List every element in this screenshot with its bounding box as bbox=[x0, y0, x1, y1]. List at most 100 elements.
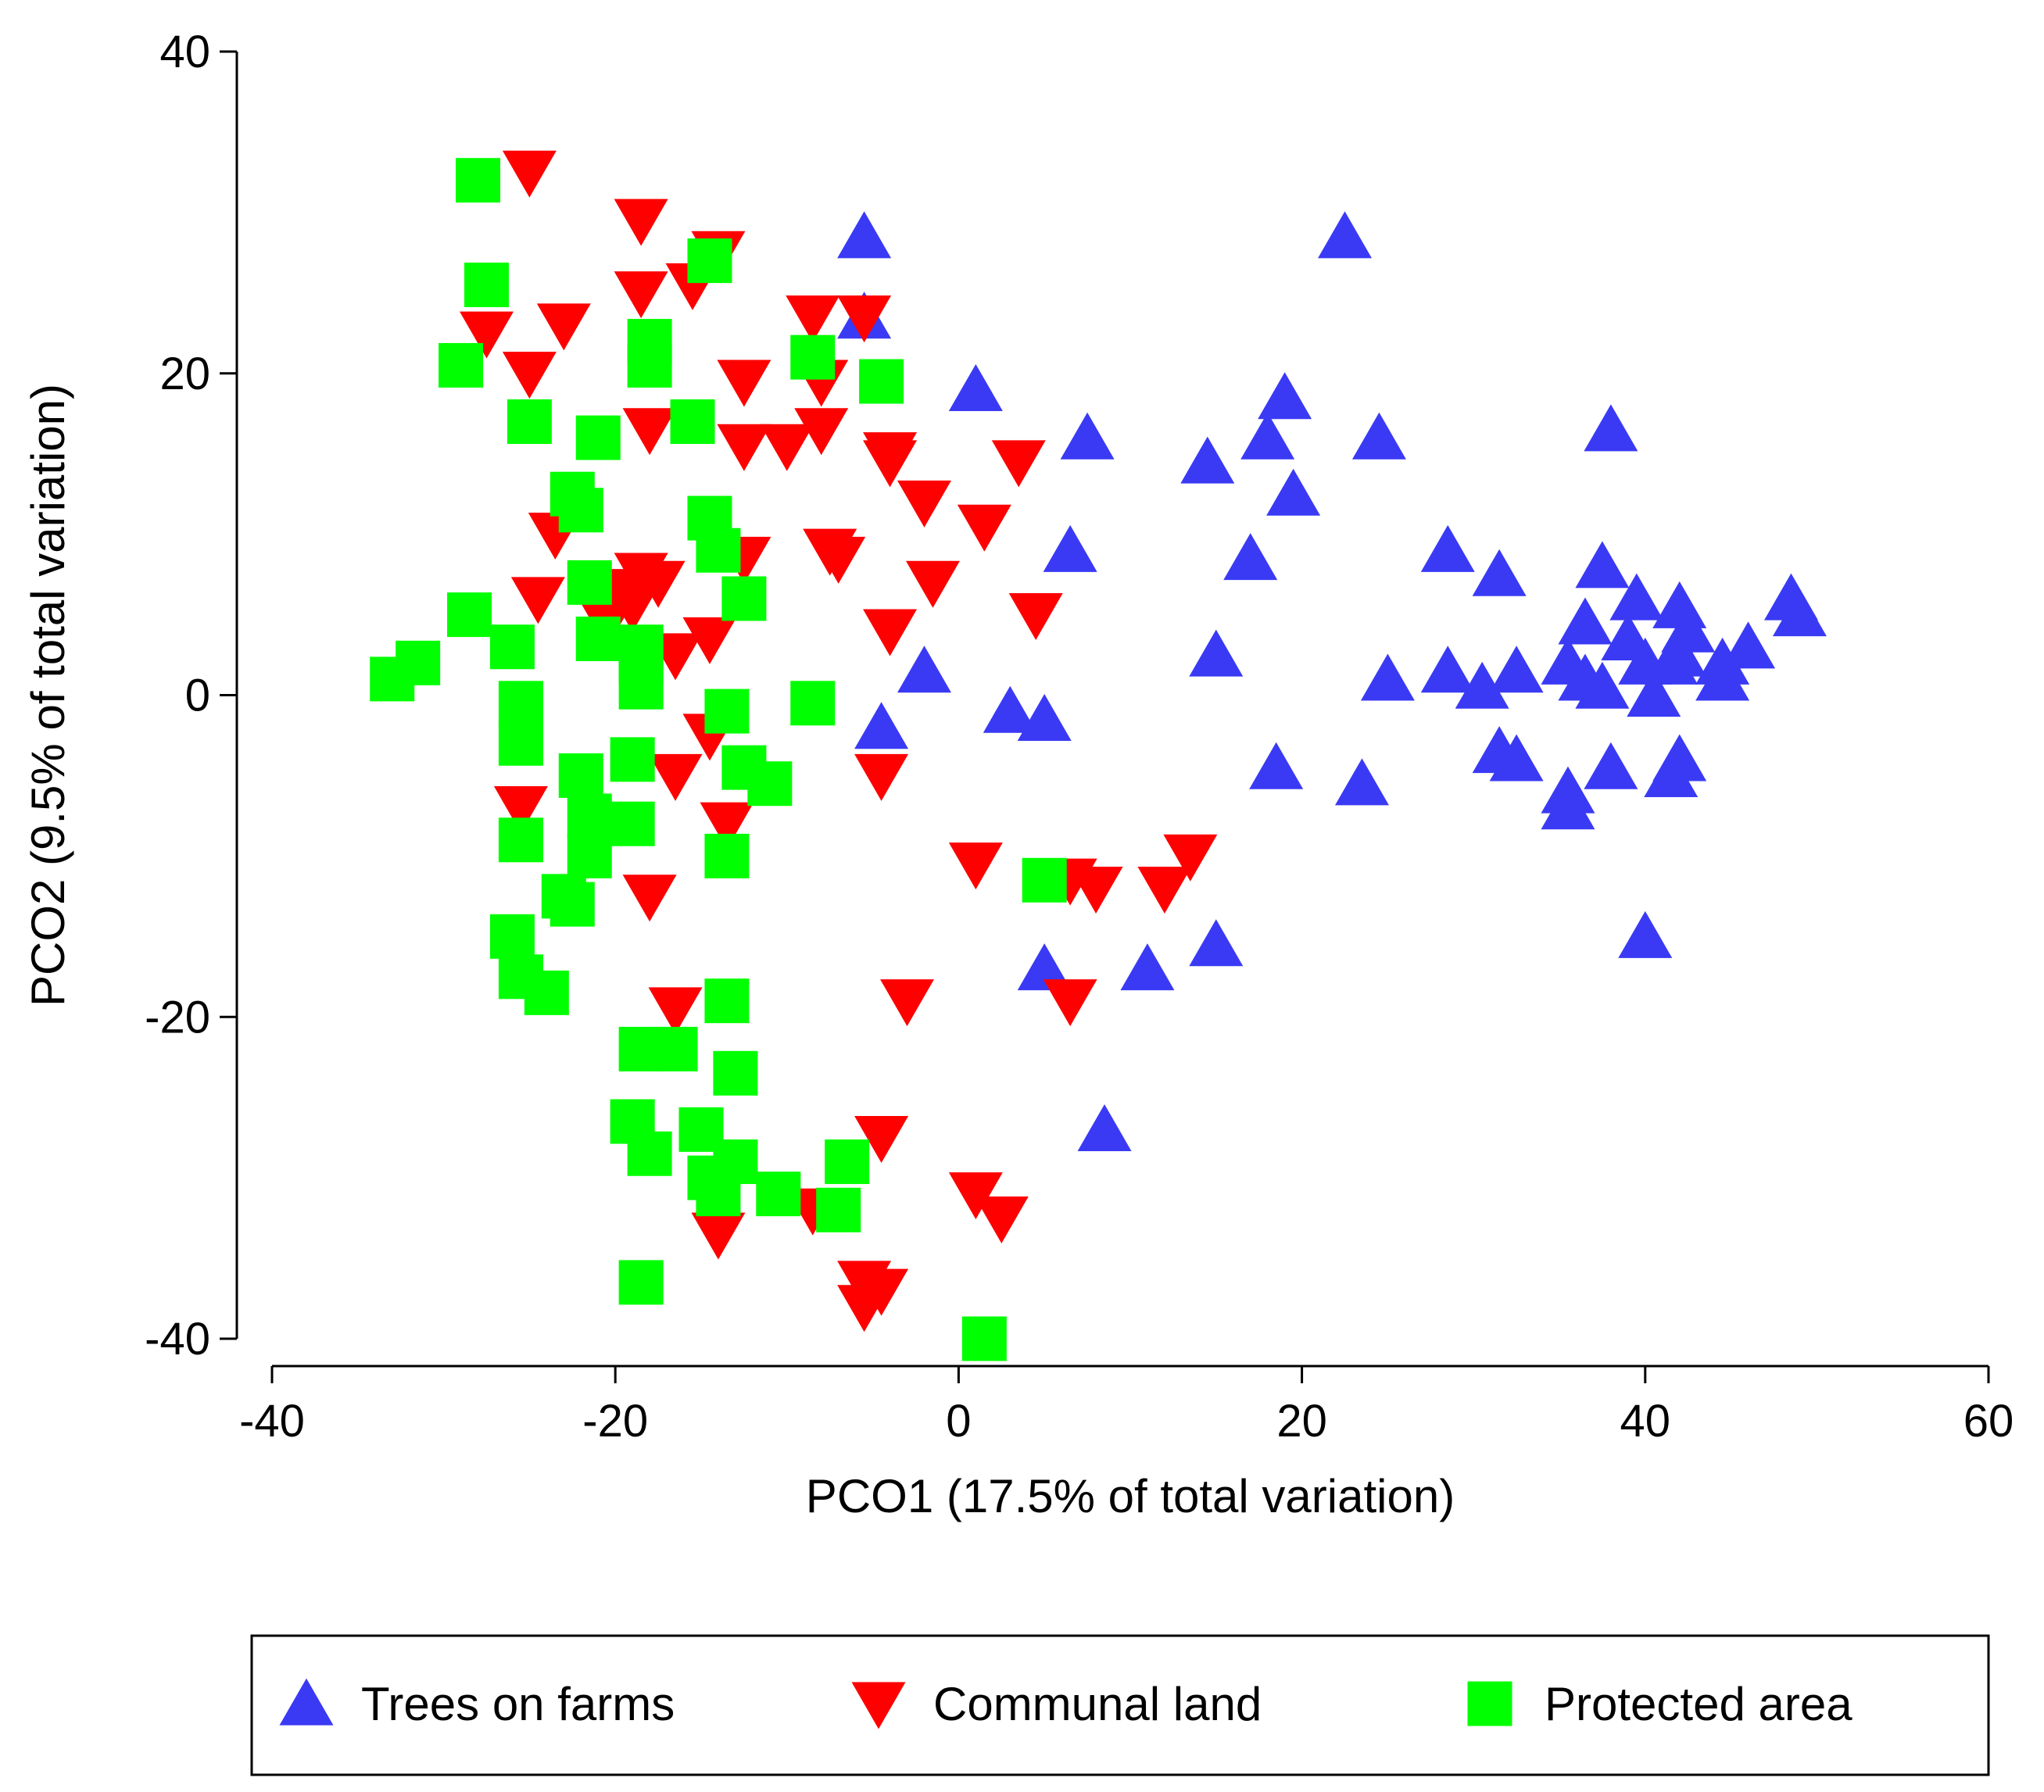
point-protected-area bbox=[627, 342, 672, 388]
point-communal-land bbox=[1137, 866, 1192, 914]
point-trees-on-farms bbox=[1584, 404, 1638, 452]
point-communal-land bbox=[631, 560, 686, 608]
point-communal-land bbox=[863, 609, 918, 656]
point-protected-area bbox=[653, 1026, 698, 1071]
point-trees-on-farms bbox=[1223, 533, 1278, 581]
point-trees-on-farms bbox=[1575, 661, 1630, 709]
point-protected-area bbox=[825, 1139, 870, 1185]
point-communal-land bbox=[502, 352, 557, 399]
x-tick-label: 0 bbox=[946, 1396, 971, 1447]
point-protected-area bbox=[549, 882, 595, 927]
point-protected-area bbox=[704, 978, 750, 1024]
point-trees-on-farms bbox=[1258, 372, 1312, 420]
point-trees-on-farms bbox=[1351, 412, 1406, 460]
legend-label: Trees on farms bbox=[361, 1678, 675, 1730]
point-communal-land bbox=[622, 408, 677, 456]
point-protected-area bbox=[618, 1260, 664, 1305]
x-tick-label: -40 bbox=[239, 1396, 305, 1447]
point-trees-on-farms bbox=[1360, 653, 1415, 701]
point-protected-area bbox=[816, 1187, 861, 1232]
point-communal-land bbox=[536, 303, 591, 351]
point-trees-on-farms bbox=[1266, 468, 1321, 516]
point-trees-on-farms bbox=[1334, 758, 1389, 806]
point-trees-on-farms bbox=[1661, 605, 1716, 653]
point-communal-land bbox=[1008, 592, 1063, 640]
point-trees-on-farms bbox=[1618, 910, 1673, 958]
point-communal-land bbox=[1163, 834, 1218, 882]
point-communal-land bbox=[691, 1212, 746, 1260]
legend-symbol-protected-area bbox=[1467, 1681, 1512, 1726]
point-protected-area bbox=[370, 656, 415, 702]
point-communal-land bbox=[991, 440, 1046, 488]
x-axis-title: PCO1 (17.5% of total variation) bbox=[806, 1470, 1455, 1522]
point-communal-land bbox=[794, 408, 849, 456]
point-trees-on-farms bbox=[1189, 629, 1244, 677]
legend-label: Communal land bbox=[933, 1678, 1262, 1730]
point-communal-land bbox=[811, 536, 866, 584]
point-trees-on-farms bbox=[897, 646, 951, 693]
point-trees-on-farms bbox=[983, 685, 1037, 733]
x-axis-ticks: -40 -20 0 20 40 60 bbox=[239, 1366, 2014, 1447]
point-communal-land bbox=[717, 359, 771, 407]
point-trees-on-farms bbox=[1772, 589, 1827, 637]
point-trees-on-farms bbox=[1189, 919, 1244, 967]
point-protected-area bbox=[721, 576, 767, 621]
point-communal-land bbox=[1043, 979, 1097, 1027]
point-communal-land bbox=[880, 979, 935, 1027]
point-communal-land bbox=[837, 295, 892, 343]
axes: 40 20 0 -20 -40 -40 -20 0 20 40 60 bbox=[145, 27, 2014, 1447]
point-protected-area bbox=[687, 238, 732, 284]
point-protected-area bbox=[464, 263, 509, 308]
point-trees-on-farms bbox=[1420, 646, 1475, 693]
point-communal-land bbox=[837, 1285, 892, 1332]
point-protected-area bbox=[575, 616, 621, 661]
point-trees-on-farms bbox=[1240, 412, 1295, 460]
point-protected-area bbox=[498, 721, 543, 766]
point-communal-land bbox=[957, 504, 1011, 552]
x-tick-label: -20 bbox=[582, 1396, 648, 1447]
point-protected-area bbox=[558, 753, 603, 798]
point-protected-area bbox=[567, 560, 612, 605]
point-communal-land bbox=[648, 987, 703, 1035]
point-communal-land bbox=[614, 271, 668, 319]
point-protected-area bbox=[456, 158, 501, 203]
point-protected-area bbox=[747, 761, 793, 807]
point-communal-land bbox=[948, 842, 1003, 890]
point-trees-on-farms bbox=[1489, 734, 1544, 782]
y-tick-label: 0 bbox=[185, 671, 210, 721]
point-protected-area bbox=[558, 488, 603, 533]
point-trees-on-farms bbox=[1017, 693, 1072, 741]
point-trees-on-farms bbox=[1017, 943, 1072, 991]
x-tick-label: 60 bbox=[1963, 1396, 2014, 1447]
point-trees-on-farms bbox=[948, 363, 1003, 411]
point-protected-area bbox=[859, 359, 904, 404]
point-communal-land bbox=[605, 585, 660, 632]
point-trees-on-farms bbox=[1077, 1103, 1132, 1151]
point-protected-area bbox=[1022, 857, 1067, 903]
point-trees-on-farms bbox=[1652, 629, 1707, 677]
point-protected-area bbox=[507, 399, 552, 445]
point-trees-on-farms bbox=[1420, 524, 1475, 572]
legend-item-trees-on-farms: Trees on farms bbox=[279, 1678, 675, 1730]
point-trees-on-farms bbox=[1060, 412, 1115, 460]
point-communal-land bbox=[502, 150, 557, 198]
point-communal-land bbox=[493, 786, 548, 834]
point-protected-area bbox=[790, 681, 836, 726]
series-protected-area bbox=[370, 158, 1067, 1361]
point-protected-area bbox=[610, 737, 655, 782]
point-protected-area bbox=[790, 334, 836, 380]
point-trees-on-farms bbox=[1120, 943, 1175, 991]
y-tick-label: -20 bbox=[145, 992, 210, 1043]
point-protected-area bbox=[704, 689, 750, 734]
point-protected-area bbox=[618, 664, 664, 710]
point-protected-area bbox=[498, 817, 543, 863]
point-communal-land bbox=[682, 617, 737, 664]
point-trees-on-farms bbox=[1472, 549, 1527, 596]
data-points bbox=[370, 150, 1827, 1361]
legend-symbol-trees-on-farms bbox=[279, 1678, 334, 1726]
point-protected-area bbox=[489, 624, 535, 670]
y-axis-ticks: 40 20 0 -20 -40 bbox=[145, 27, 237, 1365]
point-trees-on-farms bbox=[1541, 782, 1595, 830]
point-protected-area bbox=[756, 1171, 801, 1217]
